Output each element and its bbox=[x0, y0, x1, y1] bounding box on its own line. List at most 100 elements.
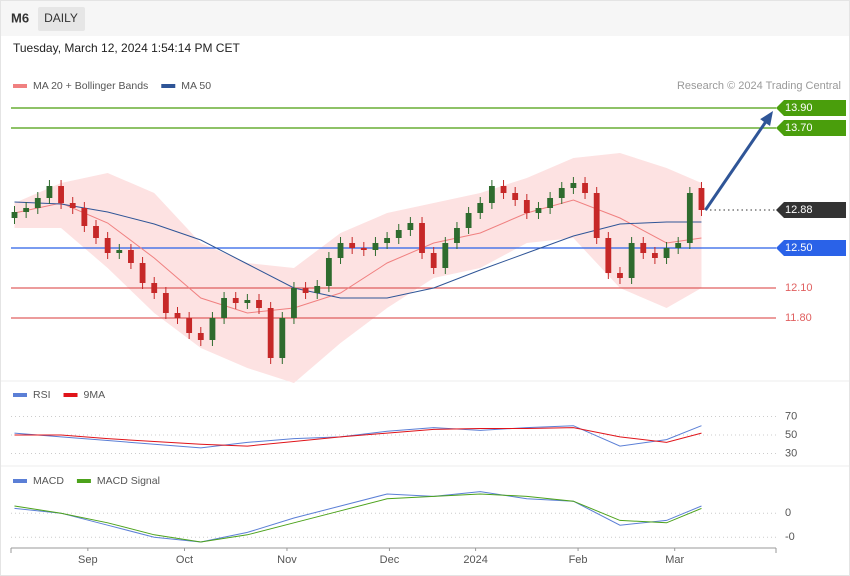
legend-label: 9MA bbox=[84, 389, 106, 401]
candle-body bbox=[291, 288, 297, 318]
legend-label: RSI bbox=[33, 389, 51, 401]
legend-label: MACD Signal bbox=[97, 475, 160, 487]
indicator-line bbox=[14, 425, 702, 449]
candle-body bbox=[523, 200, 530, 213]
indicator-line bbox=[14, 493, 702, 543]
interval[interactable]: DAILY bbox=[44, 11, 78, 25]
level-label-box bbox=[776, 100, 846, 116]
candle-body bbox=[221, 298, 227, 318]
y-tick-label: 0 bbox=[785, 507, 791, 519]
candle-body bbox=[186, 318, 193, 333]
candle-body bbox=[407, 223, 414, 230]
candle-body bbox=[651, 253, 658, 258]
x-tick-label: Oct bbox=[176, 554, 193, 566]
candle-body bbox=[349, 243, 356, 248]
candle-body bbox=[81, 208, 88, 226]
candle-body bbox=[605, 238, 612, 273]
candle-body bbox=[558, 188, 565, 198]
credit: Research © 2024 Trading Central bbox=[677, 80, 841, 92]
candle-body bbox=[395, 230, 402, 238]
candle-body bbox=[244, 300, 251, 303]
candle-body bbox=[570, 183, 577, 188]
legend-label: MA 20 + Bollinger Bands bbox=[33, 80, 148, 92]
candle-body bbox=[593, 193, 600, 238]
candle-body bbox=[197, 333, 204, 340]
x-tick-label: 2024 bbox=[463, 554, 487, 566]
indicator-line bbox=[14, 491, 702, 543]
candle-body bbox=[128, 250, 134, 263]
x-tick-label: Nov bbox=[277, 554, 297, 566]
candle-body bbox=[139, 263, 146, 283]
candle-body bbox=[675, 243, 682, 248]
candle-body bbox=[686, 193, 693, 243]
level-label-box bbox=[776, 240, 846, 256]
candle-body bbox=[256, 300, 262, 308]
candle-body bbox=[477, 203, 484, 213]
candle-body bbox=[93, 226, 99, 238]
level-label: 12.88 bbox=[785, 204, 813, 216]
symbol: M6 bbox=[11, 10, 29, 25]
candle-body bbox=[384, 238, 391, 243]
candle-body bbox=[582, 183, 588, 193]
y-tick-label: -0 bbox=[785, 531, 795, 543]
candle-body bbox=[162, 293, 169, 313]
candle-body bbox=[442, 243, 449, 268]
x-tick-label: Dec bbox=[380, 554, 400, 566]
candle-body bbox=[151, 283, 158, 293]
x-tick-label: Mar bbox=[665, 554, 684, 566]
y-tick-label: 50 bbox=[785, 429, 797, 441]
candle-body bbox=[465, 213, 472, 228]
candle-body bbox=[58, 186, 64, 203]
candle-body bbox=[279, 318, 286, 358]
timestamp: Tuesday, March 12, 2024 1:54:14 PM CET bbox=[13, 41, 240, 55]
candle-body bbox=[174, 313, 181, 318]
legend-swatch bbox=[161, 84, 176, 88]
legend-swatch bbox=[13, 393, 27, 397]
forecast-arrowhead bbox=[760, 111, 773, 126]
legend-label: MACD bbox=[33, 475, 64, 487]
x-tick-label: Sep bbox=[78, 554, 98, 566]
candle-body bbox=[430, 253, 437, 268]
candle-body bbox=[419, 223, 425, 253]
candle-body bbox=[69, 203, 76, 208]
candle-body bbox=[663, 248, 670, 258]
candle-body bbox=[535, 208, 542, 213]
legend-label: MA 50 bbox=[181, 80, 211, 92]
candle-body bbox=[337, 243, 344, 258]
candle-body bbox=[698, 188, 705, 210]
candle-body bbox=[488, 186, 495, 203]
candle-body bbox=[302, 288, 309, 293]
candle-body bbox=[512, 193, 519, 200]
candle-body bbox=[617, 273, 623, 278]
candle-body bbox=[232, 298, 239, 303]
candle-body bbox=[34, 198, 41, 208]
x-tick-label: Feb bbox=[569, 554, 588, 566]
candle-body bbox=[547, 198, 554, 208]
level-label: 12.10 bbox=[785, 282, 813, 294]
candle-body bbox=[209, 318, 216, 340]
level-label: 13.70 bbox=[785, 122, 813, 134]
legend-swatch bbox=[63, 393, 78, 397]
candle-body bbox=[640, 243, 647, 253]
level-label: 13.90 bbox=[785, 102, 813, 114]
candle-body bbox=[104, 238, 111, 253]
level-label: 12.50 bbox=[785, 242, 813, 254]
legend-swatch bbox=[76, 479, 91, 483]
interval-button[interactable] bbox=[38, 7, 85, 31]
candle-body bbox=[314, 286, 321, 293]
forecast-arrow bbox=[704, 119, 769, 211]
candle-body bbox=[360, 248, 367, 250]
candle-body bbox=[23, 208, 30, 212]
candle-body bbox=[116, 250, 123, 253]
indicator-line bbox=[14, 427, 702, 447]
candle-body bbox=[372, 243, 379, 250]
legend-swatch bbox=[13, 84, 27, 88]
candle-body bbox=[500, 186, 507, 193]
candle-body bbox=[11, 212, 18, 218]
level-label: 11.80 bbox=[785, 312, 812, 324]
header-bar bbox=[1, 1, 849, 36]
legend-swatch bbox=[13, 479, 27, 483]
candle-body bbox=[46, 186, 53, 198]
